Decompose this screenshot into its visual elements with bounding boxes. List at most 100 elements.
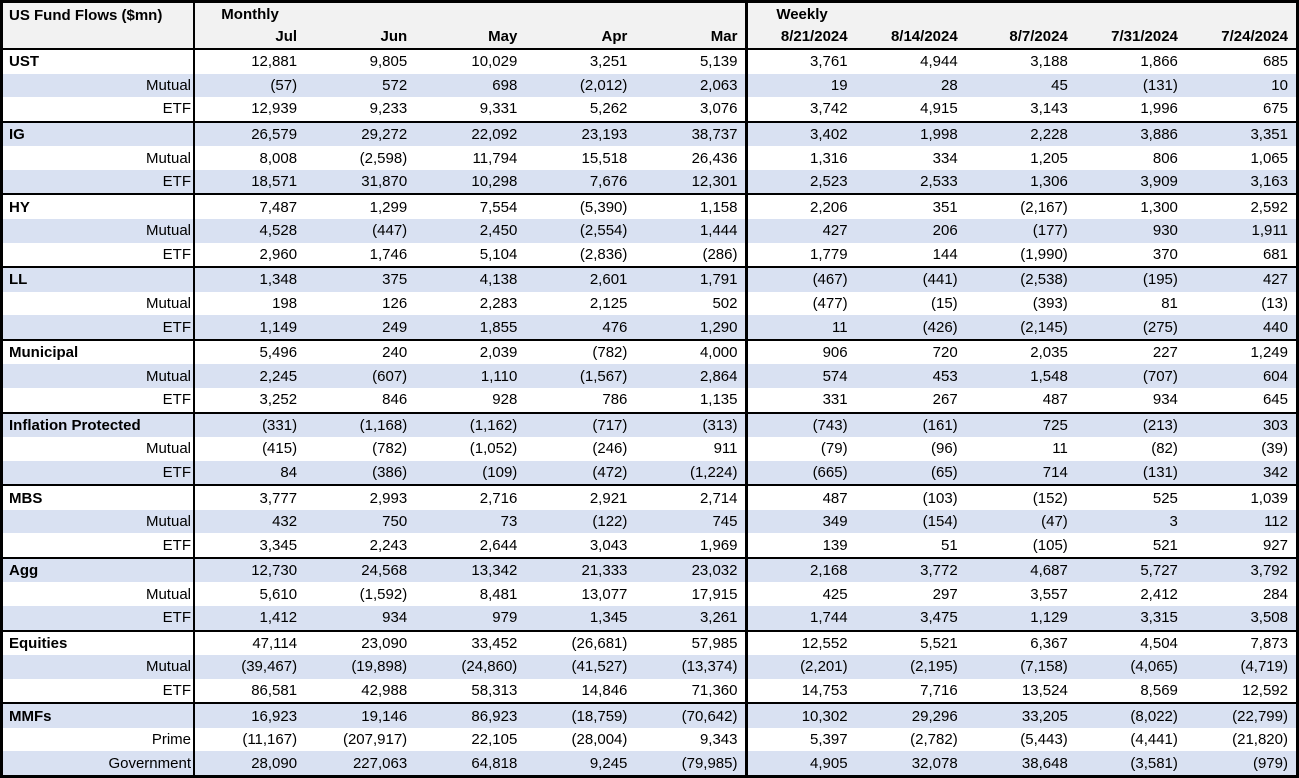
table-row: Mutual (57) 572 698 (2,012) 2,063 19 28 45 (131) 1… xyxy=(3,73,1296,98)
data-cell-monthly: 3,252 xyxy=(259,391,298,409)
data-cell-monthly: (79,985) xyxy=(681,754,738,772)
data-cell-weekly: 427 xyxy=(1262,271,1288,289)
data-cell-weekly: (2,782) xyxy=(910,731,958,749)
data-cell-monthly: (19,898) xyxy=(351,658,408,676)
row-group: Municipal 5,496 240 2,039 (782) 4,000 906 720 2,… xyxy=(3,338,1296,412)
data-cell-weekly: 487 xyxy=(745,486,855,510)
data-cell-monthly: (1,168) xyxy=(359,416,408,434)
data-cell-monthly: 18,571 xyxy=(251,173,298,191)
data-cell-weekly: 10 xyxy=(1271,76,1288,94)
data-cell-monthly: (286) xyxy=(702,245,738,263)
data-cell-monthly: (2,554) xyxy=(579,222,628,240)
data-cell-monthly: 5,610 xyxy=(259,585,298,603)
data-cell-weekly: 645 xyxy=(1262,391,1288,409)
data-cell-weekly: (393) xyxy=(1032,294,1068,312)
row-label-sub: Mutual xyxy=(3,146,195,170)
data-cell-weekly: 331 xyxy=(745,387,855,412)
data-cell-weekly: 934 xyxy=(1152,391,1178,409)
data-cell-monthly: 26,579 xyxy=(251,125,298,143)
data-cell-weekly: 685 xyxy=(1262,53,1288,71)
table-row: ETF 12,939 9,233 9,331 5,262 3,076 3,742 4,915 3… xyxy=(3,97,1296,121)
row-label-category: Municipal xyxy=(3,340,195,365)
data-cell-weekly: (275) xyxy=(1142,318,1178,336)
table-row: ETF 3,252 846 928 786 1,135 331 267 487 934 645 xyxy=(3,387,1296,412)
data-cell-weekly: 4,905 xyxy=(745,751,855,776)
data-cell-weekly: 4,915 xyxy=(920,100,958,118)
data-cell-monthly: (13,374) xyxy=(681,658,738,676)
data-cell-weekly: 714 xyxy=(1042,463,1068,481)
data-cell-monthly: 7,676 xyxy=(589,173,628,191)
data-cell-monthly: (717) xyxy=(592,416,628,434)
data-cell-weekly: 11 xyxy=(1052,440,1068,458)
row-label-sub: ETF xyxy=(3,315,195,339)
data-cell-monthly: (246) xyxy=(592,440,628,458)
data-cell-weekly: 1,548 xyxy=(1030,367,1068,385)
data-cell-weekly: 4,504 xyxy=(1140,634,1178,652)
data-cell-weekly: (96) xyxy=(931,440,958,458)
data-cell-weekly: 303 xyxy=(1262,416,1288,434)
data-cell-weekly: (13) xyxy=(1261,294,1288,312)
data-cell-monthly: 1,855 xyxy=(479,318,518,336)
data-cell-monthly: 9,343 xyxy=(699,731,738,749)
row-label-category: UST xyxy=(3,50,195,74)
row-label-sub: Mutual xyxy=(3,364,195,388)
data-cell-monthly: 9,331 xyxy=(479,100,518,118)
row-label-sub: ETF xyxy=(3,242,195,267)
data-cell-monthly: 1,135 xyxy=(699,391,738,409)
data-cell-weekly: (47) xyxy=(1041,513,1068,531)
data-cell-weekly: 14,753 xyxy=(745,678,855,703)
data-cell-weekly: 3,402 xyxy=(745,122,855,147)
data-cell-monthly: (57) xyxy=(270,76,298,94)
table-header: US Fund Flows ($mn) Monthly Weekly Jul Ju… xyxy=(3,3,1296,48)
data-cell-weekly: (79) xyxy=(745,437,855,461)
data-cell-weekly: 906 xyxy=(745,340,855,365)
column-header-weekly: 7/31/2024 xyxy=(1111,28,1178,45)
data-cell-monthly: 11,794 xyxy=(472,149,518,167)
data-cell-weekly: 370 xyxy=(1152,245,1178,263)
row-label-category: LL xyxy=(3,268,195,292)
data-cell-monthly: 58,313 xyxy=(471,682,518,700)
data-cell-monthly: 249 xyxy=(382,318,408,336)
table-row: Municipal 5,496 240 2,039 (782) 4,000 906 720 2,… xyxy=(3,340,1296,365)
data-cell-weekly: 720 xyxy=(932,344,958,362)
data-cell-monthly: 84 xyxy=(280,463,298,481)
data-cell-weekly: 525 xyxy=(1152,489,1178,507)
data-cell-monthly: (331) xyxy=(262,416,298,434)
data-cell-weekly: 2,412 xyxy=(1140,585,1178,603)
data-cell-weekly: 2,533 xyxy=(920,173,958,191)
data-cell-monthly: 1,149 xyxy=(259,318,298,336)
table-row: Prime (11,167) (207,917) 22,105 (28,004) 9,34… xyxy=(3,727,1296,752)
data-cell-weekly: 453 xyxy=(932,367,958,385)
data-cell-monthly: 1,746 xyxy=(369,245,408,263)
data-cell-weekly: 1,306 xyxy=(1030,173,1068,191)
data-cell-weekly: (426) xyxy=(922,318,958,336)
data-cell-weekly: 4,944 xyxy=(920,53,958,71)
data-cell-monthly: (415) xyxy=(262,440,298,458)
table-row: Mutual 4,528 (447) 2,450 (2,554) 1,444 427 206 (… xyxy=(3,218,1296,243)
data-cell-weekly: (131) xyxy=(1142,463,1178,481)
data-cell-weekly: 3,143 xyxy=(1030,100,1068,118)
row-group: Equities 47,114 23,090 33,452 (26,681) 57,985… xyxy=(3,629,1296,703)
data-cell-monthly: 12,881 xyxy=(251,53,298,71)
table-row: MBS 3,777 2,993 2,716 2,921 2,714 487 (103) (152… xyxy=(3,486,1296,510)
row-group: IG 26,579 29,272 22,092 23,193 38,737 3,402 1,9… xyxy=(3,120,1296,194)
data-cell-weekly: 29,296 xyxy=(911,707,958,725)
table-row: HY 7,487 1,299 7,554 (5,390) 1,158 2,206 351 (2,… xyxy=(3,195,1296,219)
data-cell-monthly: 934 xyxy=(382,609,408,627)
data-cell-monthly: 1,345 xyxy=(589,609,628,627)
data-cell-weekly: (105) xyxy=(1032,536,1068,554)
data-cell-monthly: 3,076 xyxy=(699,100,738,118)
data-cell-monthly: 9,805 xyxy=(369,53,408,71)
data-cell-weekly: (979) xyxy=(1252,754,1288,772)
data-cell-monthly: 240 xyxy=(382,344,408,362)
data-cell-weekly: 1,744 xyxy=(745,606,855,630)
data-cell-monthly: 2,644 xyxy=(479,536,518,554)
data-cell-weekly: 1,249 xyxy=(1250,344,1288,362)
data-cell-monthly: 2,960 xyxy=(259,245,298,263)
data-cell-monthly: 47,114 xyxy=(252,634,298,652)
data-cell-monthly: 12,730 xyxy=(251,562,298,580)
data-cell-monthly: 4,528 xyxy=(259,222,298,240)
data-cell-weekly: (103) xyxy=(922,489,958,507)
data-cell-monthly: 26,436 xyxy=(691,149,738,167)
data-cell-weekly: 32,078 xyxy=(911,754,958,772)
